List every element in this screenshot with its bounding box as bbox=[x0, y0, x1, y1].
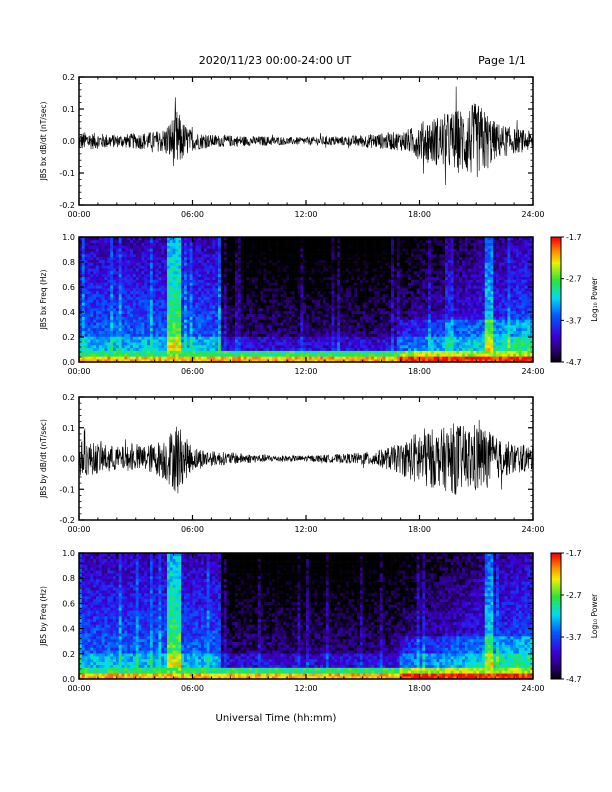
y-tick-label: 0.1 bbox=[62, 105, 75, 114]
signal-trace bbox=[78, 86, 534, 185]
x-tick-label: 18:00 bbox=[408, 210, 431, 219]
colorbar-tick-label: -4.7 bbox=[566, 358, 582, 367]
x-tick-label: 06:00 bbox=[181, 367, 204, 376]
y-axis-label: JBS by Freq (Hz) bbox=[39, 586, 48, 647]
x-tick-label: 12:00 bbox=[294, 525, 317, 534]
y-tick-label: 0.1 bbox=[62, 424, 75, 433]
page-number: Page 1/1 bbox=[478, 54, 526, 67]
bx-dbdt-panel: 00:00 06:00 12:00 18:00 24:00 0.2 0.1 0.0 -0.1 -0… bbox=[39, 73, 545, 219]
colorbar: -1.7 -2.7 -3.7 -4.7 Log₁₀ Power bbox=[550, 549, 599, 684]
y-tick-label: 0.0 bbox=[62, 455, 75, 464]
colorbar-tick-label: -1.7 bbox=[566, 233, 582, 242]
y-axis-label: JBS bx dB/dt (nT/sec) bbox=[39, 102, 48, 182]
colorbar-tick-label: -3.7 bbox=[566, 316, 582, 325]
y-tick-label: -0.2 bbox=[59, 201, 75, 210]
colorbar-tick-label: -4.7 bbox=[566, 675, 582, 684]
y-tick-label: 0.2 bbox=[62, 73, 75, 82]
by-dbdt-panel: 00:00 06:00 12:00 18:00 24:00 0.2 0.1 0.0 -0.1 -0… bbox=[39, 393, 545, 534]
x-tick-label: 24:00 bbox=[521, 525, 544, 534]
y-tick-label: 1.0 bbox=[62, 549, 75, 558]
y-tick-label: 0.8 bbox=[62, 258, 75, 267]
y-tick-label: 0.0 bbox=[62, 358, 75, 367]
y-tick-label: 0.6 bbox=[62, 283, 75, 292]
y-tick-label: 0.2 bbox=[62, 650, 75, 659]
y-tick-label: -0.2 bbox=[59, 516, 75, 525]
x-tick-label: 18:00 bbox=[408, 684, 431, 693]
y-tick-label: 1.0 bbox=[62, 233, 75, 242]
y-tick-label: 0.4 bbox=[62, 625, 75, 634]
x-tick-label: 12:00 bbox=[294, 367, 317, 376]
colorbar: -1.7 -2.7 -3.7 -4.7 Log₁₀ Power bbox=[550, 233, 599, 367]
spectrogram-cells bbox=[79, 553, 534, 680]
x-tick-label: 00:00 bbox=[67, 684, 90, 693]
colorbar-label: Log₁₀ Power bbox=[590, 593, 599, 638]
y-tick-label: 0.8 bbox=[62, 574, 75, 583]
x-tick-label: 18:00 bbox=[408, 525, 431, 534]
x-tick-label: 18:00 bbox=[408, 367, 431, 376]
y-tick-label: -0.1 bbox=[59, 169, 75, 178]
y-axis-label: JBS bx Freq (Hz) bbox=[39, 270, 48, 331]
x-tick-label: 24:00 bbox=[521, 210, 544, 219]
x-tick-label: 24:00 bbox=[521, 367, 544, 376]
y-tick-label: 0.4 bbox=[62, 308, 75, 317]
x-tick-label: 00:00 bbox=[67, 210, 90, 219]
x-tick-label: 06:00 bbox=[181, 684, 204, 693]
x-tick-label: 06:00 bbox=[181, 525, 204, 534]
x-tick-label: 12:00 bbox=[294, 684, 317, 693]
bx-spectrogram-panel: 00:00 06:00 12:00 18:00 24:00 1.0 0.8 0.6 0.4 0.2… bbox=[39, 233, 599, 376]
x-tick-label: 24:00 bbox=[521, 684, 544, 693]
y-tick-label: 0.2 bbox=[62, 333, 75, 342]
colorbar-tick-label: -1.7 bbox=[566, 549, 582, 558]
y-tick-label: 0.6 bbox=[62, 599, 75, 608]
x-axis-label: Universal Time (hh:mm) bbox=[216, 713, 337, 724]
colorbar-tick-label: -2.7 bbox=[566, 275, 582, 284]
signal-trace bbox=[78, 419, 534, 495]
by-spectrogram-panel: 00:00 06:00 12:00 18:00 24:00 1.0 0.8 0.6 0.4 0.2… bbox=[39, 549, 599, 693]
y-tick-label: 0.2 bbox=[62, 393, 75, 402]
y-axis-label: JBS by dB/dt (nT/sec) bbox=[39, 419, 48, 499]
x-tick-label: 12:00 bbox=[294, 210, 317, 219]
x-tick-label: 00:00 bbox=[67, 367, 90, 376]
x-tick-label: 06:00 bbox=[181, 210, 204, 219]
colorbar-tick-label: -2.7 bbox=[566, 591, 582, 600]
y-tick-label: 0.0 bbox=[62, 137, 75, 146]
spectrogram-cells bbox=[79, 237, 534, 363]
colorbar-label: Log₁₀ Power bbox=[590, 276, 599, 321]
y-tick-label: 0.0 bbox=[62, 675, 75, 684]
y-tick-label: -0.1 bbox=[59, 485, 75, 494]
x-tick-label: 00:00 bbox=[67, 525, 90, 534]
colorbar-tick-label: -3.7 bbox=[566, 633, 582, 642]
plot-title: 2020/11/23 00:00-24:00 UT bbox=[199, 54, 352, 67]
